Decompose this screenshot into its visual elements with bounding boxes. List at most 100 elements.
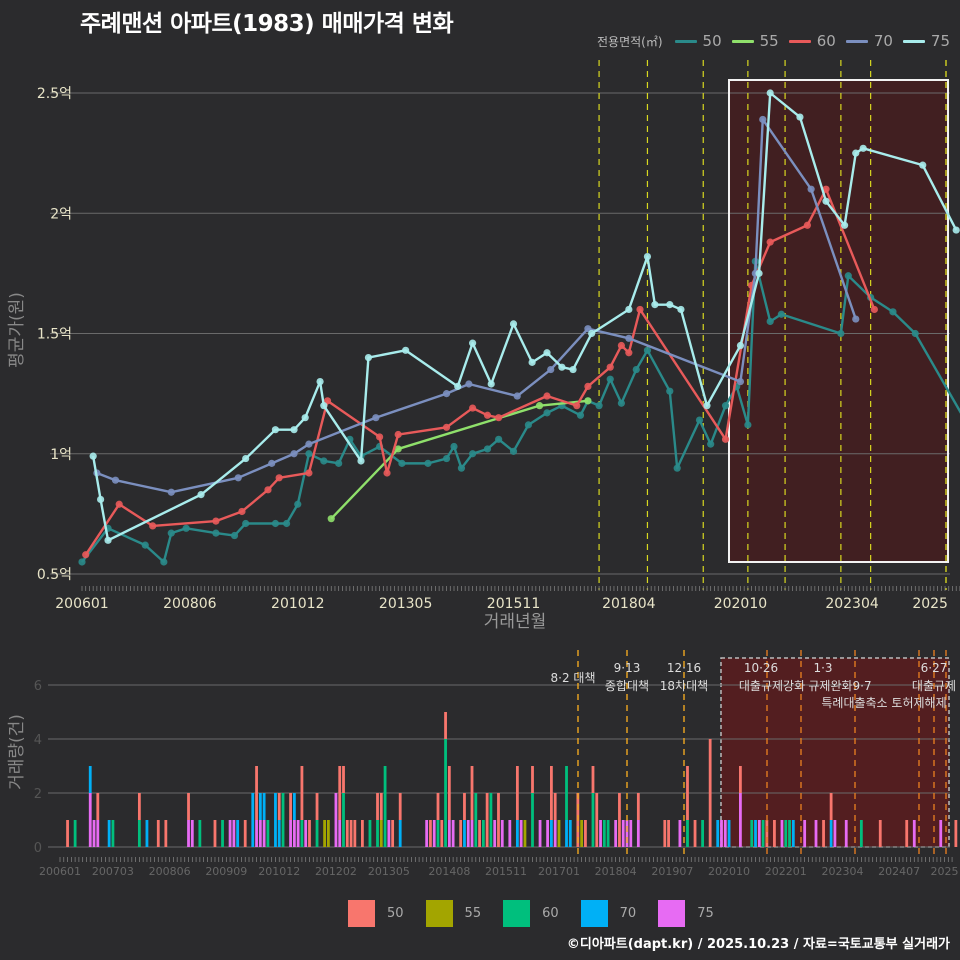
data-point <box>643 252 652 261</box>
bar-segment-70 <box>754 820 757 847</box>
data-point <box>777 310 785 318</box>
data-point <box>588 329 596 338</box>
data-point <box>584 397 592 405</box>
bar-segment-75 <box>92 820 96 847</box>
bar-segment-50 <box>829 793 833 820</box>
bar-segment-75 <box>844 820 848 847</box>
bar-segment-50 <box>485 793 489 847</box>
bar-segment-50 <box>463 793 466 820</box>
legend-item-70: 70 <box>845 32 893 50</box>
data-point <box>402 346 410 354</box>
bar-segment-50 <box>156 820 160 847</box>
data-point <box>242 519 250 528</box>
data-point <box>442 454 451 463</box>
data-point <box>528 358 536 366</box>
bar-segment-50 <box>398 793 402 820</box>
data-point <box>275 474 283 482</box>
bar-segment-75 <box>720 820 723 847</box>
data-point <box>766 238 774 246</box>
y-tick-label: 4 <box>34 733 42 748</box>
bar-segment-60 <box>750 820 754 847</box>
bar-segment-50 <box>440 820 444 847</box>
bar-segment-50 <box>663 820 667 847</box>
data-point <box>290 450 298 458</box>
data-point <box>78 558 86 566</box>
policy-annotation: 대출규제 <box>912 679 956 693</box>
legend-item-60: 60 <box>788 32 836 50</box>
data-point <box>398 459 406 467</box>
bar-segment-75 <box>614 820 618 847</box>
x-axis-title: 거래년월 <box>484 612 547 632</box>
legend-swatch-icon <box>425 900 453 927</box>
bar-segment-55 <box>323 820 326 847</box>
data-point <box>822 185 830 193</box>
bar-segment-55 <box>557 820 561 847</box>
bar-segment-50 <box>187 793 190 820</box>
bar-segment-50 <box>553 793 557 820</box>
bar-segment-50 <box>66 820 69 847</box>
bar-segment-50 <box>429 820 432 847</box>
data-point <box>513 392 521 400</box>
bar-segment-75 <box>629 820 633 847</box>
bar-segment-50 <box>618 793 621 847</box>
x-tick-label: 2025 <box>931 865 959 878</box>
series-line-55 <box>330 399 589 520</box>
data-point <box>666 301 674 309</box>
data-point <box>636 305 644 314</box>
bar-segment-75 <box>500 820 504 847</box>
data-point <box>755 269 763 277</box>
y-tick-label: 0 <box>34 841 42 856</box>
data-point <box>822 197 830 205</box>
data-point <box>376 433 384 441</box>
bar-segment-70 <box>716 820 720 847</box>
data-point <box>167 529 175 537</box>
bar-segment-50 <box>243 820 247 847</box>
policy-annotation: 특례대출축소 토허제해제 <box>821 696 946 710</box>
data-point <box>569 365 577 374</box>
bar-segment-50 <box>353 820 357 847</box>
bar-segment-70 <box>274 793 277 847</box>
data-point <box>305 450 313 458</box>
x-tick-label: 201305 <box>368 865 410 878</box>
data-point <box>666 387 674 395</box>
legend-swatch-icon <box>731 39 754 43</box>
bar-segment-50 <box>515 766 519 820</box>
data-point <box>625 334 633 342</box>
bar-segment-75 <box>334 793 338 847</box>
data-point <box>707 440 715 448</box>
bar-segment-50 <box>591 766 595 793</box>
bar-segment-70 <box>258 793 262 820</box>
data-point <box>695 416 704 424</box>
bar-segment-75 <box>912 820 916 847</box>
data-point <box>495 414 503 422</box>
bar-segment-75 <box>814 820 818 847</box>
bar-segment-75 <box>621 820 625 847</box>
legend-top: 전용면적(㎡) 50 55 60 70 75 <box>597 32 950 50</box>
bar-segment-60 <box>281 793 285 847</box>
bar-segment-75 <box>803 820 807 847</box>
data-point <box>543 349 551 357</box>
bar-segment-70 <box>463 820 466 847</box>
data-point <box>394 430 402 439</box>
data-point <box>149 522 157 530</box>
bar-segment-75 <box>447 820 451 847</box>
data-point <box>576 411 585 419</box>
bar-segment-60 <box>137 820 141 847</box>
x-tick-label: 201202 <box>315 865 357 878</box>
data-point <box>320 402 328 410</box>
bar-segment-55 <box>326 820 330 847</box>
bar-segment-50 <box>667 820 670 847</box>
bar-segment-50 <box>277 793 281 820</box>
source-credit: ©디아파트(dapt.kr) / 2025.10.23 / 자료=국토교통부 실… <box>566 937 950 952</box>
bar-segment-60 <box>383 766 387 847</box>
bar-segment-50 <box>693 820 697 847</box>
legend-swatch-icon <box>580 900 608 927</box>
policy-annotation: 12·16 <box>667 661 701 675</box>
x-tick-label: 201907 <box>651 865 693 878</box>
data-point <box>632 365 640 374</box>
bar-segment-50 <box>550 766 553 820</box>
bar-segment-75 <box>292 820 296 847</box>
policy-annotation: 9·13 <box>614 661 641 675</box>
data-point <box>212 517 220 525</box>
bar-segment-50 <box>376 793 379 820</box>
